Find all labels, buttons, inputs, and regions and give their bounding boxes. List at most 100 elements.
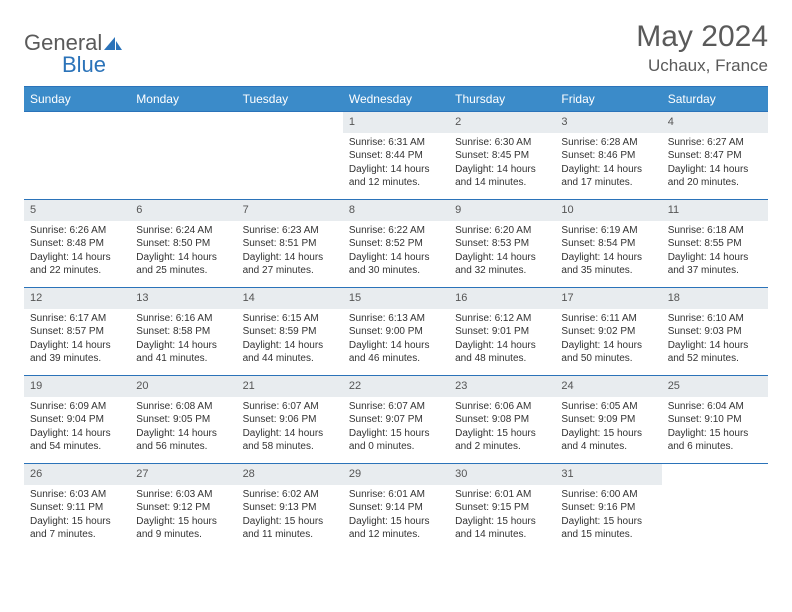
- day-number: 29: [343, 464, 449, 485]
- calendar-day-cell: 3Sunrise: 6:28 AMSunset: 8:46 PMDaylight…: [555, 112, 661, 200]
- weekday-header: Saturday: [662, 87, 768, 112]
- day-number: 30: [449, 464, 555, 485]
- day-content: Sunrise: 6:17 AMSunset: 8:57 PMDaylight:…: [24, 309, 130, 370]
- logo: GeneralBlue: [24, 20, 123, 78]
- calendar-day-cell: 20Sunrise: 6:08 AMSunset: 9:05 PMDayligh…: [130, 376, 236, 464]
- calendar-day-cell: 10Sunrise: 6:19 AMSunset: 8:54 PMDayligh…: [555, 200, 661, 288]
- day-number: 22: [343, 376, 449, 397]
- day-content: Sunrise: 6:30 AMSunset: 8:45 PMDaylight:…: [449, 133, 555, 194]
- day-number: 6: [130, 200, 236, 221]
- weekday-header: Tuesday: [237, 87, 343, 112]
- calendar-day-cell: 8Sunrise: 6:22 AMSunset: 8:52 PMDaylight…: [343, 200, 449, 288]
- day-content: Sunrise: 6:07 AMSunset: 9:07 PMDaylight:…: [343, 397, 449, 458]
- calendar-week-row: 12Sunrise: 6:17 AMSunset: 8:57 PMDayligh…: [24, 288, 768, 376]
- calendar-day-cell: 16Sunrise: 6:12 AMSunset: 9:01 PMDayligh…: [449, 288, 555, 376]
- day-content: Sunrise: 6:03 AMSunset: 9:12 PMDaylight:…: [130, 485, 236, 546]
- day-content: Sunrise: 6:03 AMSunset: 9:11 PMDaylight:…: [24, 485, 130, 546]
- day-number: 5: [24, 200, 130, 221]
- day-content: Sunrise: 6:18 AMSunset: 8:55 PMDaylight:…: [662, 221, 768, 282]
- day-number: 28: [237, 464, 343, 485]
- day-number: 2: [449, 112, 555, 133]
- logo-text-blue: Blue: [62, 52, 106, 78]
- calendar-day-cell: 27Sunrise: 6:03 AMSunset: 9:12 PMDayligh…: [130, 464, 236, 552]
- day-content: Sunrise: 6:00 AMSunset: 9:16 PMDaylight:…: [555, 485, 661, 546]
- calendar-day-cell: 30Sunrise: 6:01 AMSunset: 9:15 PMDayligh…: [449, 464, 555, 552]
- calendar-day-cell: 1Sunrise: 6:31 AMSunset: 8:44 PMDaylight…: [343, 112, 449, 200]
- day-content: Sunrise: 6:13 AMSunset: 9:00 PMDaylight:…: [343, 309, 449, 370]
- day-number: 21: [237, 376, 343, 397]
- calendar-day-cell: 11Sunrise: 6:18 AMSunset: 8:55 PMDayligh…: [662, 200, 768, 288]
- calendar-day-cell: [24, 112, 130, 200]
- day-content: Sunrise: 6:20 AMSunset: 8:53 PMDaylight:…: [449, 221, 555, 282]
- day-content: Sunrise: 6:31 AMSunset: 8:44 PMDaylight:…: [343, 133, 449, 194]
- day-content: Sunrise: 6:22 AMSunset: 8:52 PMDaylight:…: [343, 221, 449, 282]
- day-content: Sunrise: 6:07 AMSunset: 9:06 PMDaylight:…: [237, 397, 343, 458]
- calendar-day-cell: [130, 112, 236, 200]
- day-content: Sunrise: 6:01 AMSunset: 9:15 PMDaylight:…: [449, 485, 555, 546]
- calendar-day-cell: 28Sunrise: 6:02 AMSunset: 9:13 PMDayligh…: [237, 464, 343, 552]
- calendar-header-row: SundayMondayTuesdayWednesdayThursdayFrid…: [24, 87, 768, 112]
- day-number: 10: [555, 200, 661, 221]
- day-number: 12: [24, 288, 130, 309]
- calendar-table: SundayMondayTuesdayWednesdayThursdayFrid…: [24, 86, 768, 552]
- day-number: 11: [662, 200, 768, 221]
- calendar-week-row: 1Sunrise: 6:31 AMSunset: 8:44 PMDaylight…: [24, 112, 768, 200]
- day-number: 31: [555, 464, 661, 485]
- calendar-day-cell: 25Sunrise: 6:04 AMSunset: 9:10 PMDayligh…: [662, 376, 768, 464]
- day-content: Sunrise: 6:08 AMSunset: 9:05 PMDaylight:…: [130, 397, 236, 458]
- calendar-day-cell: 2Sunrise: 6:30 AMSunset: 8:45 PMDaylight…: [449, 112, 555, 200]
- calendar-day-cell: 7Sunrise: 6:23 AMSunset: 8:51 PMDaylight…: [237, 200, 343, 288]
- calendar-day-cell: 22Sunrise: 6:07 AMSunset: 9:07 PMDayligh…: [343, 376, 449, 464]
- day-number: 20: [130, 376, 236, 397]
- day-number: 19: [24, 376, 130, 397]
- calendar-week-row: 5Sunrise: 6:26 AMSunset: 8:48 PMDaylight…: [24, 200, 768, 288]
- calendar-day-cell: 4Sunrise: 6:27 AMSunset: 8:47 PMDaylight…: [662, 112, 768, 200]
- calendar-week-row: 26Sunrise: 6:03 AMSunset: 9:11 PMDayligh…: [24, 464, 768, 552]
- calendar-day-cell: 6Sunrise: 6:24 AMSunset: 8:50 PMDaylight…: [130, 200, 236, 288]
- day-number: 18: [662, 288, 768, 309]
- day-content: Sunrise: 6:06 AMSunset: 9:08 PMDaylight:…: [449, 397, 555, 458]
- day-content: Sunrise: 6:27 AMSunset: 8:47 PMDaylight:…: [662, 133, 768, 194]
- calendar-day-cell: 29Sunrise: 6:01 AMSunset: 9:14 PMDayligh…: [343, 464, 449, 552]
- calendar-day-cell: 13Sunrise: 6:16 AMSunset: 8:58 PMDayligh…: [130, 288, 236, 376]
- day-content: Sunrise: 6:04 AMSunset: 9:10 PMDaylight:…: [662, 397, 768, 458]
- calendar-day-cell: 17Sunrise: 6:11 AMSunset: 9:02 PMDayligh…: [555, 288, 661, 376]
- day-number: 27: [130, 464, 236, 485]
- day-number: 26: [24, 464, 130, 485]
- calendar-day-cell: [662, 464, 768, 552]
- calendar-day-cell: 31Sunrise: 6:00 AMSunset: 9:16 PMDayligh…: [555, 464, 661, 552]
- day-number: 7: [237, 200, 343, 221]
- day-content: Sunrise: 6:28 AMSunset: 8:46 PMDaylight:…: [555, 133, 661, 194]
- day-number: 15: [343, 288, 449, 309]
- weekday-header: Sunday: [24, 87, 130, 112]
- calendar-day-cell: 18Sunrise: 6:10 AMSunset: 9:03 PMDayligh…: [662, 288, 768, 376]
- weekday-header: Wednesday: [343, 87, 449, 112]
- title-block: May 2024 Uchaux, France: [636, 20, 768, 76]
- day-content: Sunrise: 6:11 AMSunset: 9:02 PMDaylight:…: [555, 309, 661, 370]
- header: GeneralBlue May 2024 Uchaux, France: [24, 20, 768, 78]
- calendar-day-cell: 23Sunrise: 6:06 AMSunset: 9:08 PMDayligh…: [449, 376, 555, 464]
- weekday-header: Monday: [130, 87, 236, 112]
- day-content: Sunrise: 6:09 AMSunset: 9:04 PMDaylight:…: [24, 397, 130, 458]
- day-content: Sunrise: 6:16 AMSunset: 8:58 PMDaylight:…: [130, 309, 236, 370]
- calendar-day-cell: 21Sunrise: 6:07 AMSunset: 9:06 PMDayligh…: [237, 376, 343, 464]
- calendar-day-cell: 26Sunrise: 6:03 AMSunset: 9:11 PMDayligh…: [24, 464, 130, 552]
- calendar-week-row: 19Sunrise: 6:09 AMSunset: 9:04 PMDayligh…: [24, 376, 768, 464]
- day-number: 14: [237, 288, 343, 309]
- day-number: 25: [662, 376, 768, 397]
- day-number: 8: [343, 200, 449, 221]
- day-number: 23: [449, 376, 555, 397]
- day-number: 1: [343, 112, 449, 133]
- day-number: 16: [449, 288, 555, 309]
- calendar-day-cell: [237, 112, 343, 200]
- location-label: Uchaux, France: [636, 56, 768, 76]
- calendar-day-cell: 5Sunrise: 6:26 AMSunset: 8:48 PMDaylight…: [24, 200, 130, 288]
- weekday-header: Friday: [555, 87, 661, 112]
- day-number: 4: [662, 112, 768, 133]
- day-content: Sunrise: 6:01 AMSunset: 9:14 PMDaylight:…: [343, 485, 449, 546]
- month-title: May 2024: [636, 20, 768, 54]
- weekday-header: Thursday: [449, 87, 555, 112]
- day-content: Sunrise: 6:19 AMSunset: 8:54 PMDaylight:…: [555, 221, 661, 282]
- calendar-day-cell: 24Sunrise: 6:05 AMSunset: 9:09 PMDayligh…: [555, 376, 661, 464]
- day-content: Sunrise: 6:05 AMSunset: 9:09 PMDaylight:…: [555, 397, 661, 458]
